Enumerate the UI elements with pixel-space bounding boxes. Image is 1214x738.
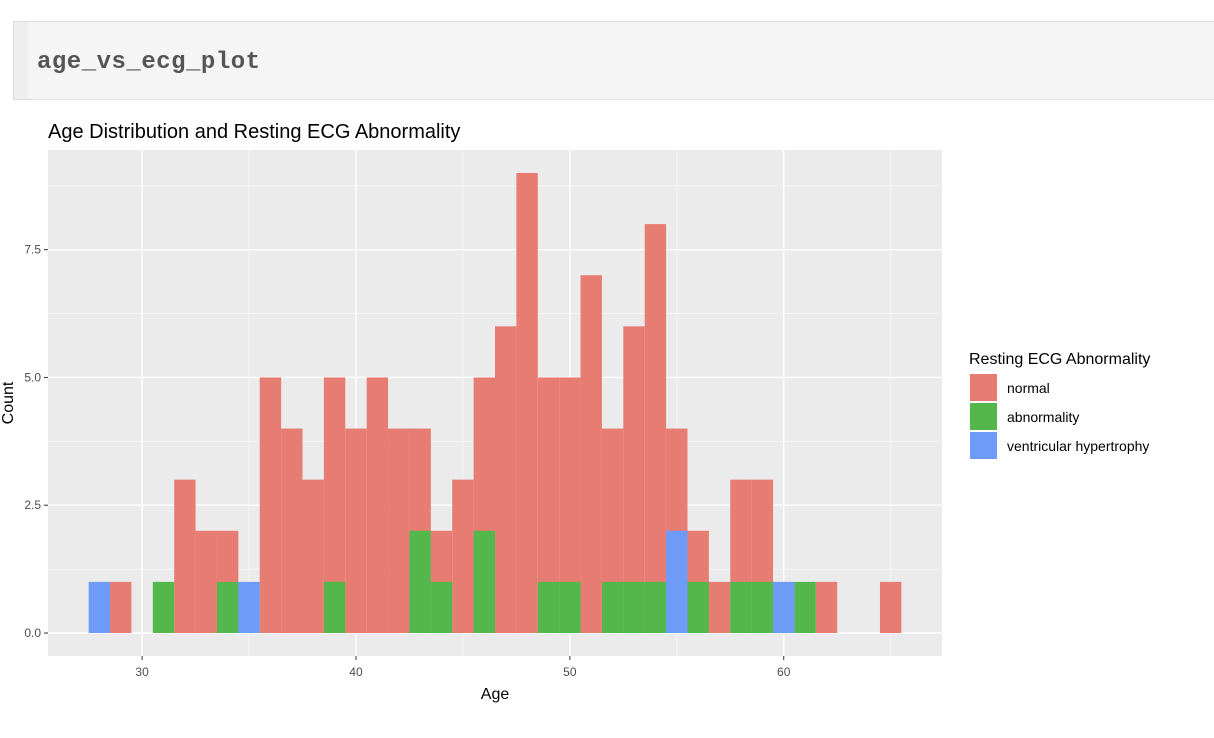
legend-label: normal bbox=[1007, 380, 1050, 396]
bar-abnormality bbox=[537, 581, 560, 633]
bar-normal bbox=[879, 581, 902, 633]
y-tick-label: 0.0 bbox=[24, 626, 41, 640]
bar-normal bbox=[495, 326, 517, 633]
bar-abnormality bbox=[623, 581, 645, 633]
bar-normal bbox=[195, 530, 217, 633]
bar-normal bbox=[559, 377, 581, 633]
bar-abnormality bbox=[751, 581, 774, 633]
bar-normal bbox=[580, 275, 602, 633]
bar-normal bbox=[302, 479, 324, 633]
histogram-chart: Age Distribution and Resting ECG Abnorma… bbox=[0, 121, 1150, 703]
legend-swatch bbox=[970, 403, 997, 430]
bar-normal bbox=[452, 479, 474, 633]
bar-ventricular-hypertrophy bbox=[773, 581, 795, 633]
bar-ventricular-hypertrophy bbox=[88, 581, 111, 633]
x-axis: 30 40 50 60 bbox=[135, 656, 791, 679]
legend-label: abnormality bbox=[1007, 409, 1079, 425]
bar-abnormality bbox=[730, 581, 752, 633]
legend-label: ventricular hypertrophy bbox=[1007, 438, 1149, 454]
bar-normal bbox=[815, 581, 838, 633]
bar-ventricular-hypertrophy bbox=[238, 581, 260, 633]
bar-abnormality bbox=[559, 581, 581, 633]
bar-abnormality bbox=[152, 581, 175, 633]
bar-ventricular-hypertrophy bbox=[666, 530, 688, 633]
x-tick-label: 50 bbox=[563, 665, 577, 679]
bars bbox=[88, 173, 902, 633]
y-axis-label: Count bbox=[0, 381, 17, 424]
bar-normal bbox=[259, 377, 282, 633]
y-tick-label: 5.0 bbox=[24, 370, 41, 384]
bar-abnormality bbox=[794, 581, 816, 633]
bar-abnormality bbox=[473, 530, 495, 633]
x-tick-label: 40 bbox=[349, 665, 363, 679]
bar-abnormality bbox=[409, 530, 431, 633]
bar-normal bbox=[345, 428, 367, 633]
bar-abnormality bbox=[687, 581, 709, 633]
y-tick-label: 2.5 bbox=[24, 498, 41, 512]
bar-abnormality bbox=[601, 581, 624, 633]
bar-normal bbox=[366, 377, 389, 633]
bar-abnormality bbox=[323, 581, 346, 633]
x-axis-label: Age bbox=[481, 686, 510, 703]
bar-normal bbox=[644, 224, 667, 633]
bar-normal bbox=[174, 479, 196, 633]
x-tick-label: 30 bbox=[135, 665, 149, 679]
legend-title: Resting ECG Abnormality bbox=[969, 351, 1150, 368]
legend: Resting ECG Abnormality normal abnormalit… bbox=[969, 351, 1150, 459]
bar-abnormality bbox=[430, 581, 453, 633]
x-tick-label: 60 bbox=[777, 665, 791, 679]
bar-normal bbox=[281, 428, 303, 633]
y-axis: 0.0 2.5 5.0 7.5 bbox=[24, 243, 48, 640]
bar-normal bbox=[708, 581, 731, 633]
bar-normal bbox=[623, 326, 645, 633]
bar-normal bbox=[323, 377, 346, 633]
bar-abnormality bbox=[644, 581, 667, 633]
bar-normal bbox=[537, 377, 560, 633]
chart-title: Age Distribution and Resting ECG Abnorma… bbox=[48, 121, 460, 143]
cell-gutter bbox=[14, 22, 28, 99]
legend-swatch bbox=[970, 432, 997, 459]
code-cell[interactable]: age_vs_ecg_plot bbox=[13, 21, 1214, 100]
code-text: age_vs_ecg_plot bbox=[37, 49, 261, 76]
y-tick-label: 7.5 bbox=[24, 243, 41, 257]
bar-normal bbox=[110, 581, 132, 633]
bar-normal bbox=[388, 428, 410, 633]
bar-abnormality bbox=[216, 581, 239, 633]
bar-normal bbox=[516, 173, 538, 633]
legend-swatch bbox=[970, 374, 997, 401]
